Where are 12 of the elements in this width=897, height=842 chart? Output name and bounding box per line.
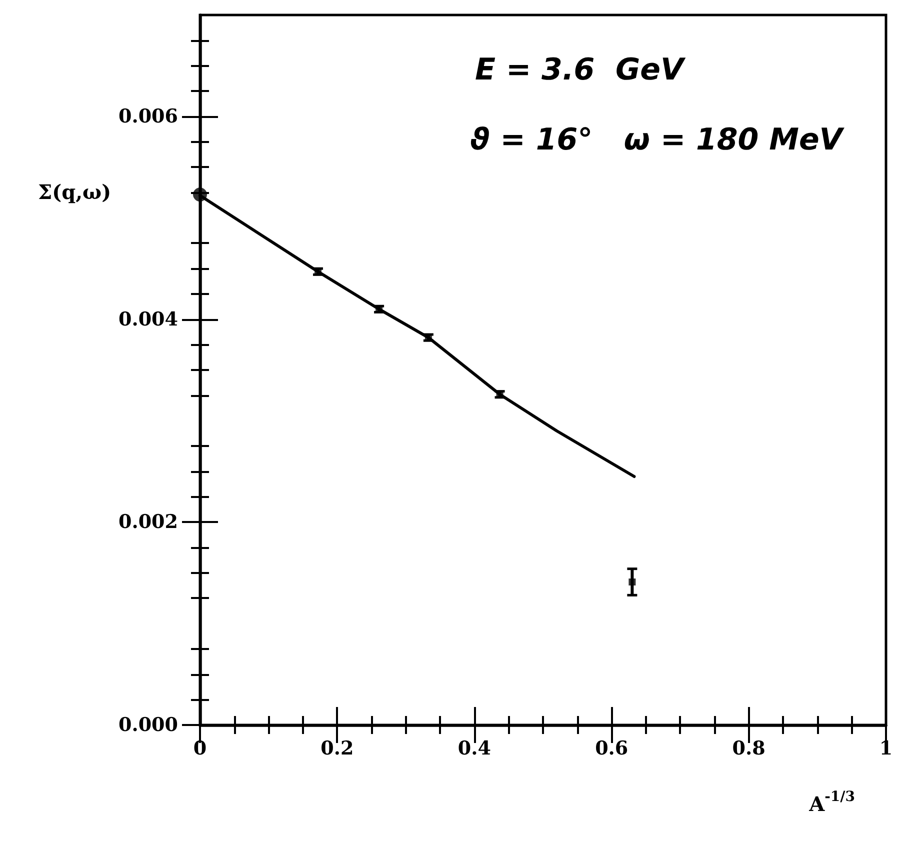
y-tick-label: 0.000	[118, 714, 178, 736]
x-tick-label: 0.4	[458, 738, 491, 760]
y-tick-label: 0.006	[118, 105, 178, 128]
y-tick-label: 0.004	[118, 308, 178, 330]
x-tick-label: 0.2	[320, 738, 354, 760]
annotation: E = 3.6 GeV	[475, 52, 687, 88]
x-tick-label: 0.8	[732, 738, 766, 760]
x-tick-label: 0	[193, 738, 207, 760]
y-axis-title: Σ(q,ω)	[38, 180, 112, 204]
y-tick-label: 0.002	[118, 511, 178, 534]
x-tick-label: 0.6	[595, 738, 628, 760]
annotation: ϑ = 16° ω = 180 MeV	[470, 122, 846, 158]
